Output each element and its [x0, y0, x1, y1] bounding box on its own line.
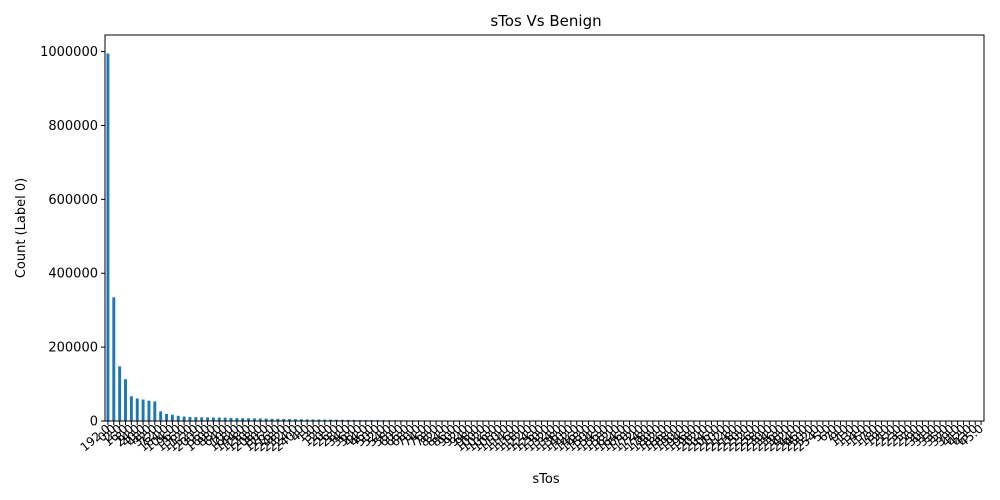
bar	[147, 400, 151, 421]
bar	[247, 418, 251, 421]
bar	[153, 401, 157, 421]
bars-group	[106, 53, 983, 421]
bar	[211, 417, 215, 421]
bar	[165, 413, 168, 421]
y-tick-label: 0	[90, 415, 98, 430]
y-axis-title: Count (Label 0)	[14, 178, 29, 278]
bar	[170, 414, 174, 421]
bar	[223, 417, 227, 421]
bar	[241, 418, 245, 421]
bar	[118, 366, 122, 421]
x-axis: 192.00.02.016.08.024.040.048.032.072.018…	[78, 421, 986, 454]
bar	[288, 419, 292, 421]
bar	[188, 416, 192, 421]
y-tick-label: 200000	[48, 341, 98, 356]
bar	[141, 399, 145, 421]
bar	[129, 396, 133, 421]
y-tick-label: 400000	[48, 267, 98, 282]
bar	[235, 418, 239, 421]
bar	[217, 417, 221, 421]
bar	[329, 419, 333, 421]
bar	[346, 419, 350, 421]
bar	[252, 418, 256, 421]
y-tick-label: 1000000	[40, 45, 98, 60]
bar	[299, 419, 303, 421]
bar	[200, 417, 204, 421]
bar	[305, 419, 309, 421]
y-axis: 0 200000 400000 600000 800000 1000000	[40, 45, 105, 430]
bar	[258, 418, 262, 421]
bar	[176, 415, 180, 421]
bar	[323, 419, 327, 421]
y-tick-label: 600000	[48, 193, 98, 208]
bar	[293, 419, 297, 421]
chart-title: sTos Vs Benign	[490, 12, 601, 30]
bar	[112, 297, 116, 421]
bar	[194, 417, 198, 421]
bar	[317, 419, 321, 421]
y-tick-label: 800000	[48, 119, 98, 134]
bar	[352, 419, 356, 421]
bar	[282, 418, 286, 421]
bar	[206, 417, 210, 421]
bar	[106, 53, 110, 421]
bar	[340, 419, 344, 421]
bar	[276, 418, 280, 421]
bar	[182, 416, 186, 421]
bar	[335, 419, 338, 421]
bar	[311, 419, 315, 421]
plot-frame	[104, 34, 985, 422]
bar	[135, 398, 139, 421]
bar	[159, 411, 163, 421]
bar	[264, 418, 268, 421]
x-axis-title: sTos	[532, 472, 559, 487]
bar	[229, 417, 233, 421]
bar	[270, 418, 274, 421]
bar	[124, 379, 127, 421]
